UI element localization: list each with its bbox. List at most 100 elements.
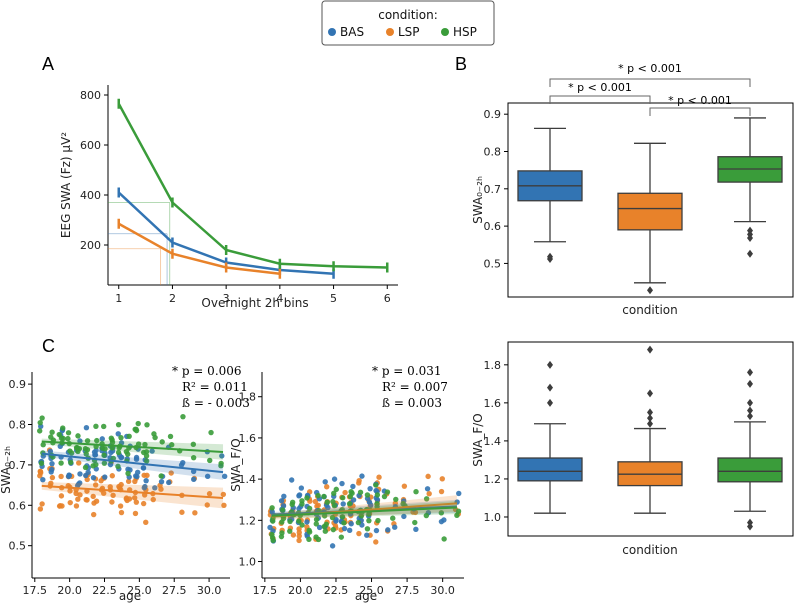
chart-c-right-point-bas bbox=[424, 486, 431, 492]
chart-c-right-point-bas bbox=[331, 476, 338, 482]
chart-c-right-point-hsp bbox=[306, 527, 312, 534]
chart-b-top-ytick-label: 0.6 bbox=[484, 220, 502, 233]
chart-b-bottom-xlabel: condition bbox=[622, 543, 677, 557]
chart-c-right-point-bas bbox=[367, 485, 373, 492]
chart-c-right-point-bas bbox=[316, 524, 323, 531]
chart-c-right-point-bas bbox=[322, 479, 328, 485]
chart-c-left-point-hsp bbox=[115, 449, 122, 456]
chart-c-right-point-hsp bbox=[338, 534, 345, 540]
chart-c-right-point-hsp bbox=[390, 515, 396, 521]
chart-c-right-point-bas bbox=[346, 527, 353, 534]
chart-c-right-point-hsp bbox=[313, 521, 319, 527]
chart-c-right-point-hsp bbox=[423, 512, 430, 519]
chart-c-left-point-bas bbox=[143, 477, 149, 484]
chart-a-ylabel: EEG SWA (Fz) µV² bbox=[59, 132, 73, 238]
chart-a-ytick-label: 600 bbox=[80, 139, 101, 152]
chart-c-left-xtick-label: 25.0 bbox=[127, 584, 152, 597]
chart-c-right-point-bas bbox=[385, 527, 391, 533]
chart-c-right-point-lsp bbox=[296, 537, 302, 544]
chart-c-right-xlabel: age bbox=[355, 589, 377, 603]
legend-label-bas: BAS bbox=[340, 25, 364, 39]
chart-c-left-point-lsp bbox=[133, 499, 140, 505]
chart-c-left-point-bas bbox=[180, 459, 186, 466]
chart-c-right-xtick-label: 27.5 bbox=[395, 584, 420, 597]
chart-c-left-point-lsp bbox=[109, 473, 115, 479]
chart-c-left-point-hsp bbox=[75, 433, 81, 439]
legend-frame bbox=[321, 0, 495, 46]
chart-c-right-point-hsp bbox=[279, 530, 285, 536]
legend-marker-lsp bbox=[386, 28, 394, 36]
chart-b-bottom-outlier-bas bbox=[547, 398, 553, 407]
chart-c-right-point-hsp bbox=[279, 519, 285, 525]
chart-c-left-point-hsp bbox=[169, 442, 175, 448]
chart-c-right-point-bas bbox=[298, 485, 305, 491]
chart-c-right-point-hsp bbox=[413, 489, 419, 495]
chart-c-left-point-hsp bbox=[190, 454, 197, 461]
chart-c-left-point-lsp bbox=[110, 492, 116, 499]
chart-c-left-point-hsp bbox=[101, 460, 108, 466]
chart-c-left-point-hsp bbox=[40, 442, 46, 448]
chart-c-left-point-lsp bbox=[125, 478, 132, 485]
chart-c-right-point-lsp bbox=[324, 484, 330, 490]
chart-c-right-point-hsp bbox=[324, 499, 330, 505]
chart-c-right-point-hsp bbox=[393, 496, 399, 503]
chart-c-left-point-bas bbox=[91, 449, 98, 455]
chart-c-left-point-bas bbox=[83, 425, 90, 431]
chart-c-right-ytick-label: 1.0 bbox=[239, 556, 257, 569]
chart-c-left-point-lsp bbox=[75, 496, 81, 502]
chart-c-left-fit-line-lsp bbox=[41, 484, 224, 500]
chart-c-right-point-bas bbox=[280, 503, 287, 509]
chart-c-left-point-lsp bbox=[98, 477, 104, 484]
chart-c-right-point-bas bbox=[413, 526, 419, 533]
chart-c-left-point-bas bbox=[115, 431, 121, 437]
chart-c-right-point-hsp bbox=[339, 514, 346, 520]
chart-c-left-point-hsp bbox=[84, 446, 91, 453]
chart-c-right-point-hsp bbox=[306, 505, 313, 512]
chart-c-left-point-lsp bbox=[221, 502, 227, 509]
legend-label-lsp: LSP bbox=[398, 25, 420, 39]
chart-c-right-point-bas bbox=[296, 492, 303, 498]
chart-c-left-point-lsp bbox=[92, 482, 99, 488]
chart-c-right-ytick-label: 1.6 bbox=[239, 432, 257, 445]
chart-c-left-point-hsp bbox=[158, 473, 164, 479]
chart-c-left-point-hsp bbox=[115, 463, 121, 470]
legend-marker-bas bbox=[328, 28, 336, 36]
chart-c-left-point-hsp bbox=[93, 461, 99, 468]
chart-c-right-point-bas bbox=[304, 519, 310, 525]
chart-c-left-point-bas bbox=[204, 473, 211, 479]
chart-b-bottom-ytick-label: 1.4 bbox=[484, 435, 502, 448]
chart-c-left-point-hsp bbox=[143, 453, 150, 459]
chart-c-left-point-hsp bbox=[144, 422, 150, 428]
chart-c-right-ytick-label: 1.8 bbox=[239, 391, 257, 404]
chart-b-top-ytick-label: 0.8 bbox=[484, 146, 502, 159]
chart-b-top-ytick-label: 0.7 bbox=[484, 183, 502, 196]
chart-c-right-point-lsp bbox=[290, 532, 297, 538]
panel-label-b: B bbox=[455, 54, 467, 74]
chart-c-right-xtick-label: 30.0 bbox=[430, 584, 455, 597]
chart-c-left-point-hsp bbox=[115, 421, 122, 428]
chart-c-right-stat-r2: R² = 0.007 bbox=[382, 380, 448, 394]
chart-c-right-point-bas bbox=[339, 480, 345, 487]
chart-b-bottom-outlier-lsp bbox=[647, 414, 653, 423]
chart-c-left-xtick-label: 30.0 bbox=[197, 584, 222, 597]
chart-c-right-point-hsp bbox=[374, 492, 381, 498]
chart-c-right-point-bas bbox=[340, 501, 346, 507]
chart-a-xtick-label: 1 bbox=[115, 292, 122, 305]
chart-c-right-point-bas bbox=[374, 497, 381, 503]
chart-c-left-point-bas bbox=[40, 477, 46, 483]
chart-c-right-point-lsp bbox=[425, 473, 431, 480]
chart-b-bottom-outlier-bas bbox=[547, 383, 553, 392]
chart-c-left-point-lsp bbox=[168, 470, 174, 476]
chart-c-left-point-bas bbox=[166, 479, 172, 486]
chart-c-right-point-hsp bbox=[358, 513, 365, 519]
chart-b-bottom-outlier-hsp bbox=[747, 522, 753, 531]
chart-c-left-point-lsp bbox=[131, 495, 138, 501]
chart-c-left-point-hsp bbox=[49, 429, 55, 435]
chart-c-right-point-lsp bbox=[315, 502, 321, 508]
chart-c-left-point-lsp bbox=[204, 502, 210, 508]
chart-b-top-xlabel: condition bbox=[622, 303, 677, 317]
chart-c-left-point-hsp bbox=[167, 433, 174, 440]
chart-c-left-point-hsp bbox=[143, 458, 150, 464]
chart-c-right-point-hsp bbox=[287, 528, 293, 534]
chart-c-left-xtick-label: 22.5 bbox=[92, 584, 117, 597]
